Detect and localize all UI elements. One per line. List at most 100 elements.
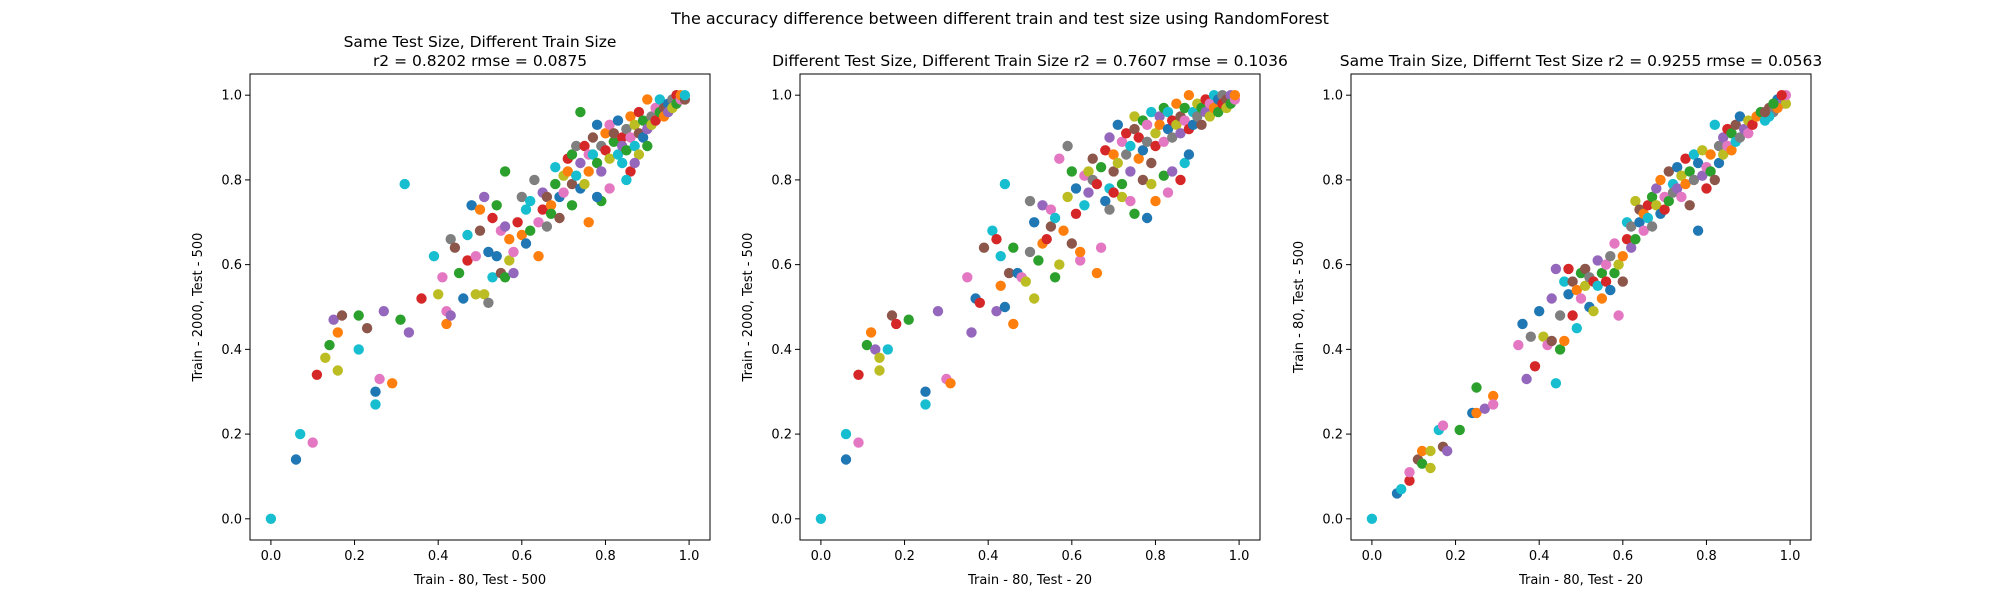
scatter-point	[886, 310, 898, 321]
scatter-point	[1108, 149, 1119, 160]
scatter-point	[633, 149, 645, 160]
x-tick-label: 1.0	[1780, 549, 1801, 564]
scatter-point	[370, 386, 381, 397]
y-tick-label: 0.8	[221, 173, 242, 188]
scatter-point	[265, 513, 277, 524]
x-axis-label: Train - 80, Test - 500	[413, 573, 546, 588]
scatter-point	[550, 162, 561, 173]
scatter-point	[1663, 166, 1675, 177]
scatter-point	[525, 225, 536, 236]
scatter-point	[591, 119, 603, 130]
x-tick-label: 0.8	[1696, 549, 1717, 564]
x-tick-label: 0.0	[811, 549, 832, 564]
scatter-point	[1663, 195, 1675, 207]
scatter-point	[1684, 200, 1695, 211]
scatter-point	[575, 106, 586, 118]
scatter-point	[1651, 183, 1662, 194]
scatter-point	[625, 132, 636, 143]
scatter-point	[1680, 153, 1691, 164]
scatter-point	[1580, 263, 1591, 275]
scatter-point	[1162, 123, 1174, 135]
scatter-point	[1488, 390, 1499, 402]
scatter-point	[1567, 310, 1578, 321]
scatter-point	[566, 200, 578, 211]
scatter-point	[571, 170, 582, 181]
scatter-point	[1133, 153, 1144, 164]
scatter-point	[1175, 128, 1186, 139]
y-tick-label: 0.0	[771, 512, 792, 527]
scatter-point	[1709, 119, 1721, 130]
scatter-point	[462, 229, 473, 241]
scatter-point	[1083, 187, 1094, 198]
scatter-point	[608, 136, 619, 147]
scatter-point	[625, 166, 636, 177]
scatter-point	[1075, 255, 1086, 266]
scatter-point	[529, 174, 540, 186]
scatter-point	[1054, 259, 1065, 270]
scatter-point	[1471, 382, 1482, 393]
y-tick-label: 0.8	[1322, 173, 1343, 188]
y-tick-label: 0.8	[771, 173, 792, 188]
scatter-point	[1425, 462, 1436, 474]
scatter-point	[1171, 119, 1182, 130]
scatter-point	[974, 297, 985, 308]
scatter-point	[1605, 251, 1616, 262]
scatter-point	[571, 140, 582, 152]
scatter-point	[1095, 162, 1107, 173]
scatter-point	[1776, 90, 1787, 101]
chart-title: Same Test Size, Different Train Size	[344, 33, 617, 51]
scatter-point	[332, 327, 343, 338]
scatter-point	[1655, 174, 1666, 186]
scatter-point	[1146, 157, 1157, 169]
scatter-point	[1705, 149, 1716, 160]
chart-title: Different Test Size, Different Train Siz…	[772, 52, 1288, 70]
scatter-point	[1104, 204, 1115, 215]
scatter-point	[1768, 98, 1779, 109]
scatter-point	[583, 166, 594, 177]
scatter-point	[1621, 234, 1633, 245]
scatter-point	[504, 255, 515, 266]
scatter-point	[1734, 111, 1746, 122]
scatter-point	[1697, 145, 1708, 156]
scatter-point	[499, 221, 511, 232]
scatter-point	[621, 123, 632, 135]
scatter-point	[1605, 284, 1616, 296]
scatter-point	[1517, 318, 1528, 330]
scatter-point	[1592, 255, 1603, 266]
scatter-point	[840, 428, 852, 440]
scatter-point	[617, 132, 628, 143]
scatter-point	[978, 242, 990, 253]
scatter-point	[1100, 145, 1111, 156]
scatter-point	[479, 191, 490, 203]
scatter-point	[1150, 128, 1161, 139]
y-tick-label: 1.0	[1322, 89, 1343, 104]
scatter-point	[1167, 132, 1178, 143]
y-tick-label: 0.6	[771, 258, 792, 273]
scatter-point	[1642, 212, 1654, 224]
y-tick-label: 0.2	[221, 428, 242, 443]
scatter-point	[679, 90, 691, 101]
scatter-point	[378, 306, 389, 317]
scatter-point	[491, 251, 502, 262]
scatter-point	[1154, 119, 1165, 130]
scatter-point	[470, 289, 481, 300]
scatter-point	[1003, 267, 1015, 279]
scatter-point	[1150, 140, 1161, 152]
scatter-point	[1229, 90, 1241, 101]
scatter-point	[1116, 178, 1128, 190]
scatter-point	[604, 119, 615, 130]
scatter-point	[545, 200, 557, 211]
scatter-point	[487, 212, 498, 224]
scatter-point	[1613, 259, 1624, 270]
scatter-point	[1029, 217, 1040, 228]
scatter-point	[621, 145, 632, 156]
scatter-point	[566, 178, 578, 190]
scatter-point	[1062, 140, 1073, 152]
scatter-point	[1718, 132, 1729, 143]
scatter-point	[1175, 174, 1186, 186]
scatter-point	[499, 272, 511, 283]
scatter-point	[1091, 267, 1103, 279]
scatter-point	[629, 157, 640, 169]
scatter-point	[629, 119, 640, 130]
